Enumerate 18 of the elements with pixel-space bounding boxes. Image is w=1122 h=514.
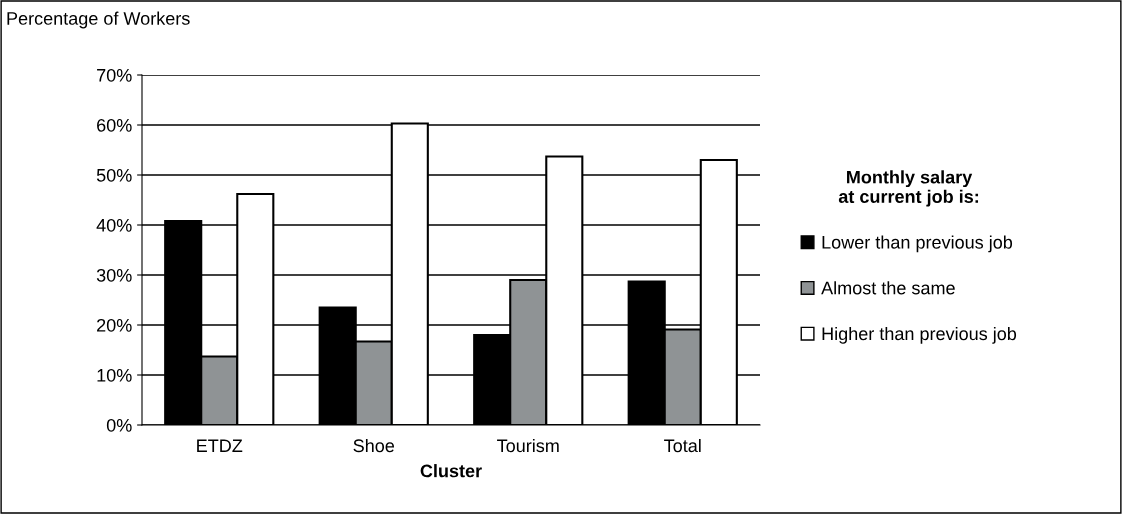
y-tick-label: 0% — [106, 418, 132, 432]
y-tick-label: 20% — [97, 318, 132, 332]
x-tick-label: ETDZ — [197, 439, 243, 452]
legend-label: Higher than previous job — [822, 326, 1017, 344]
y-tick-label: 30% — [96, 268, 132, 282]
x-tick-label: Shoe — [353, 438, 395, 453]
y-tick-label: 50% — [96, 168, 132, 182]
x-axis-title: Cluster — [420, 464, 482, 478]
x-tick-label: Total — [664, 438, 701, 453]
y-tick-label: 40% — [96, 218, 132, 232]
y-tick-label: 10% — [97, 368, 132, 382]
legend-label: Lower than previous job — [822, 235, 1013, 253]
y-tick-label: 60% — [97, 118, 132, 132]
legend-label: Almost the same — [821, 281, 955, 295]
x-tick-label: Tourism — [497, 438, 559, 453]
y-tick-label: 70% — [97, 68, 132, 82]
y-axis-title: Percentage of Workers — [7, 11, 190, 29]
legend-title: Monthly salary at current job is: — [838, 170, 979, 207]
